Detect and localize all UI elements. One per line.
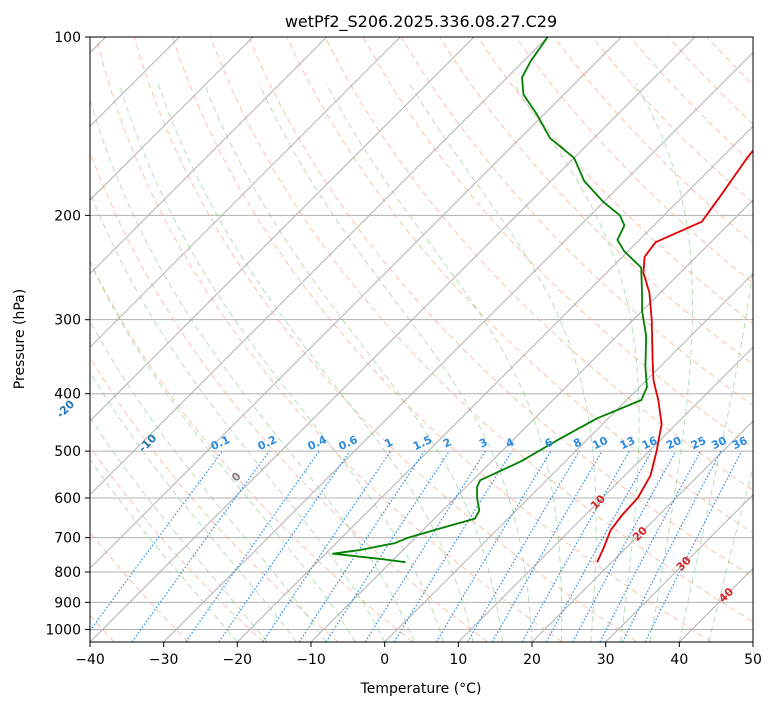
isotherm-gridline: [384, 272, 753, 642]
moist-adiabat: [708, 465, 753, 642]
chart-series: [332, 37, 753, 564]
isotherm-gridline: [310, 199, 753, 642]
y-tick-label: 1000: [45, 622, 81, 638]
dry-adiabat: [90, 445, 264, 642]
moist-adiabat: [258, 83, 533, 642]
isotherm-gridline: [90, 37, 475, 422]
moist-adiabat: [203, 83, 503, 642]
moist-adiabat: [678, 83, 753, 642]
mixing-ratio-label: 16: [640, 434, 660, 452]
mixing-ratio-line: [644, 450, 743, 642]
moist-adiabat: [90, 320, 327, 642]
dry-adiabat: [171, 37, 712, 642]
moist-adiabat: [90, 458, 238, 642]
moist-adiabat: [635, 83, 694, 642]
isotherm-gridline: [605, 493, 753, 642]
isotherm-gridline: [236, 125, 753, 642]
mixing-ratio-line: [521, 450, 631, 642]
dry-adiabat: [210, 37, 753, 623]
mixing-ratio-line: [90, 450, 223, 632]
x-tick-label: 30: [597, 652, 615, 668]
isotherm-gridline: [90, 37, 254, 201]
moist-adiabat: [118, 83, 445, 642]
x-tick-label: −10: [296, 652, 326, 668]
isotherm-gridline: [90, 37, 696, 642]
mixing-ratio-line: [364, 450, 486, 642]
mixing-ratio-line: [298, 450, 425, 642]
moist-adiabat: [90, 416, 268, 642]
moist-adiabat: [326, 83, 563, 642]
dry-adiabat: [133, 37, 638, 642]
y-tick-label: 700: [54, 531, 81, 547]
y-axis-label: Pressure (hPa): [12, 289, 28, 389]
dry-adiabat: [95, 37, 563, 642]
isotherm-gridline: [90, 37, 401, 349]
x-axis-label: Temperature (°C): [360, 681, 482, 697]
chart-title: wetPf2_S206.2025.336.08.27.C29: [285, 12, 557, 32]
dry-adiabat: [324, 37, 753, 491]
plot-frame: [89, 36, 754, 643]
isotherm-gridline: [90, 37, 622, 570]
y-tick-label: 500: [54, 444, 81, 460]
isotherm-gridline: [90, 37, 328, 275]
y-tick-label: 200: [54, 208, 81, 224]
x-tick-label: 10: [449, 652, 467, 668]
moist-adiabat: [90, 261, 356, 642]
mixing-ratio-line: [325, 450, 450, 642]
x-tick-label: 50: [744, 652, 762, 668]
dry-adiabat: [90, 259, 414, 642]
y-tick-label: 900: [54, 595, 81, 611]
mixing-ratio-line: [262, 450, 392, 642]
y-tick-label: 300: [54, 313, 81, 329]
mixing-ratio-line: [185, 450, 320, 642]
dry-adiabat: [515, 37, 753, 284]
x-tick-label: 20: [523, 652, 541, 668]
x-tick-label: −20: [223, 652, 253, 668]
mixing-ratio-line: [435, 450, 552, 642]
isotherm-gridline: [90, 37, 549, 496]
mixing-ratio-label: 20: [664, 434, 684, 452]
mixing-ratio-label: 10: [590, 434, 610, 452]
temperature-profile-line: [596, 149, 753, 563]
mixing-ratio-line: [393, 450, 513, 642]
moist-adiabat: [90, 97, 415, 642]
dewpoint-profile-line: [332, 37, 648, 564]
isotherm-gridline: [457, 346, 753, 642]
mixing-ratio-line: [131, 450, 270, 642]
isotherm-gridline: [531, 420, 753, 642]
dry-adiabat: [248, 37, 753, 578]
y-tick-label: 100: [54, 30, 81, 46]
moist-adiabat: [157, 83, 474, 642]
mixing-ratio-label: 25: [689, 434, 708, 452]
moist-adiabat: [90, 370, 297, 642]
mixing-ratio-label: 13: [618, 434, 637, 452]
dry-adiabat: [286, 37, 753, 534]
mixing-ratio-line: [218, 450, 351, 642]
chart-ticks: −40 −30 −20 −10 0 10 20 30 40 50 100 200 300 400 500 60…: [45, 30, 762, 668]
moist-adiabat: [512, 83, 640, 642]
x-tick-label: −40: [75, 652, 105, 668]
x-tick-label: 40: [670, 652, 688, 668]
y-tick-label: 400: [54, 387, 81, 403]
y-tick-label: 600: [54, 491, 81, 507]
x-tick-label: −30: [149, 652, 179, 668]
mixing-ratio-line: [572, 450, 677, 642]
mixing-ratio-line: [621, 450, 722, 642]
chart-gridlines: [90, 37, 753, 642]
x-tick-label: 0: [380, 652, 389, 668]
mixing-ratio-label: 30: [709, 434, 729, 452]
isotherm-gridline: [163, 51, 753, 642]
mixing-ratio-line: [545, 450, 653, 642]
y-tick-label: 800: [54, 565, 81, 581]
mixing-ratio-label: 36: [730, 434, 750, 452]
mixing-ratio-line: [599, 450, 702, 642]
